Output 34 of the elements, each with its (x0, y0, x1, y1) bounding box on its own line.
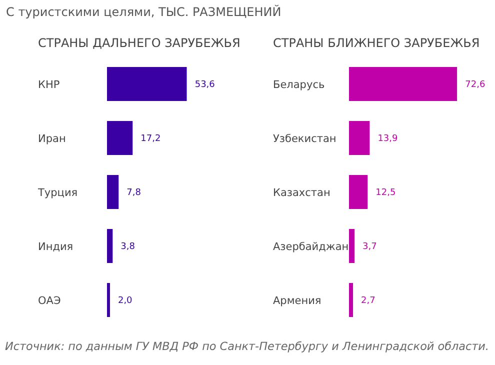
bar (349, 121, 370, 155)
y-tick-label: Казахстан (273, 187, 330, 199)
y-tick-label: Индия (38, 241, 74, 253)
y-tick-label: Азербайджан (273, 241, 349, 253)
bar (107, 121, 133, 155)
bar (349, 67, 458, 101)
bar (107, 229, 113, 263)
chart-subtitle: СТРАНЫ БЛИЖНЕГО ЗАРУБЕЖЬЯ (273, 36, 480, 50)
data-label: 72,6 (465, 80, 486, 90)
bar (349, 283, 354, 317)
data-label: 7,8 (126, 188, 142, 198)
bar (107, 67, 187, 101)
data-label: 2,7 (361, 296, 376, 306)
y-tick-label: КНР (38, 79, 60, 91)
bar (349, 175, 368, 209)
chart-subtitle: СТРАНЫ ДАЛЬНЕГО ЗАРУБЕЖЬЯ (38, 36, 240, 50)
chart-title: С туристскими целями, ТЫС. РАЗМЕЩЕНИЙ (6, 5, 282, 19)
data-label: 3,8 (120, 242, 136, 252)
bar (107, 175, 119, 209)
data-label: 3,7 (362, 242, 377, 252)
data-label: 53,6 (194, 80, 216, 90)
data-label: 2,0 (118, 296, 133, 306)
bar (107, 283, 110, 317)
y-tick-label: Иран (38, 133, 66, 145)
bar (349, 229, 355, 263)
y-tick-label: Узбекистан (273, 133, 336, 145)
data-label: 17,2 (140, 134, 161, 144)
y-tick-label: Беларусь (273, 79, 325, 91)
y-tick-label: Армения (273, 295, 322, 307)
data-label: 13,9 (378, 134, 398, 144)
data-label: 12,5 (376, 188, 396, 198)
y-tick-label: Турция (37, 187, 78, 199)
y-tick-label: ОАЭ (38, 295, 61, 307)
text: Источник: по данным ГУ МВД РФ по Санкт-Петербургу и Ленинградской области. (5, 340, 489, 353)
